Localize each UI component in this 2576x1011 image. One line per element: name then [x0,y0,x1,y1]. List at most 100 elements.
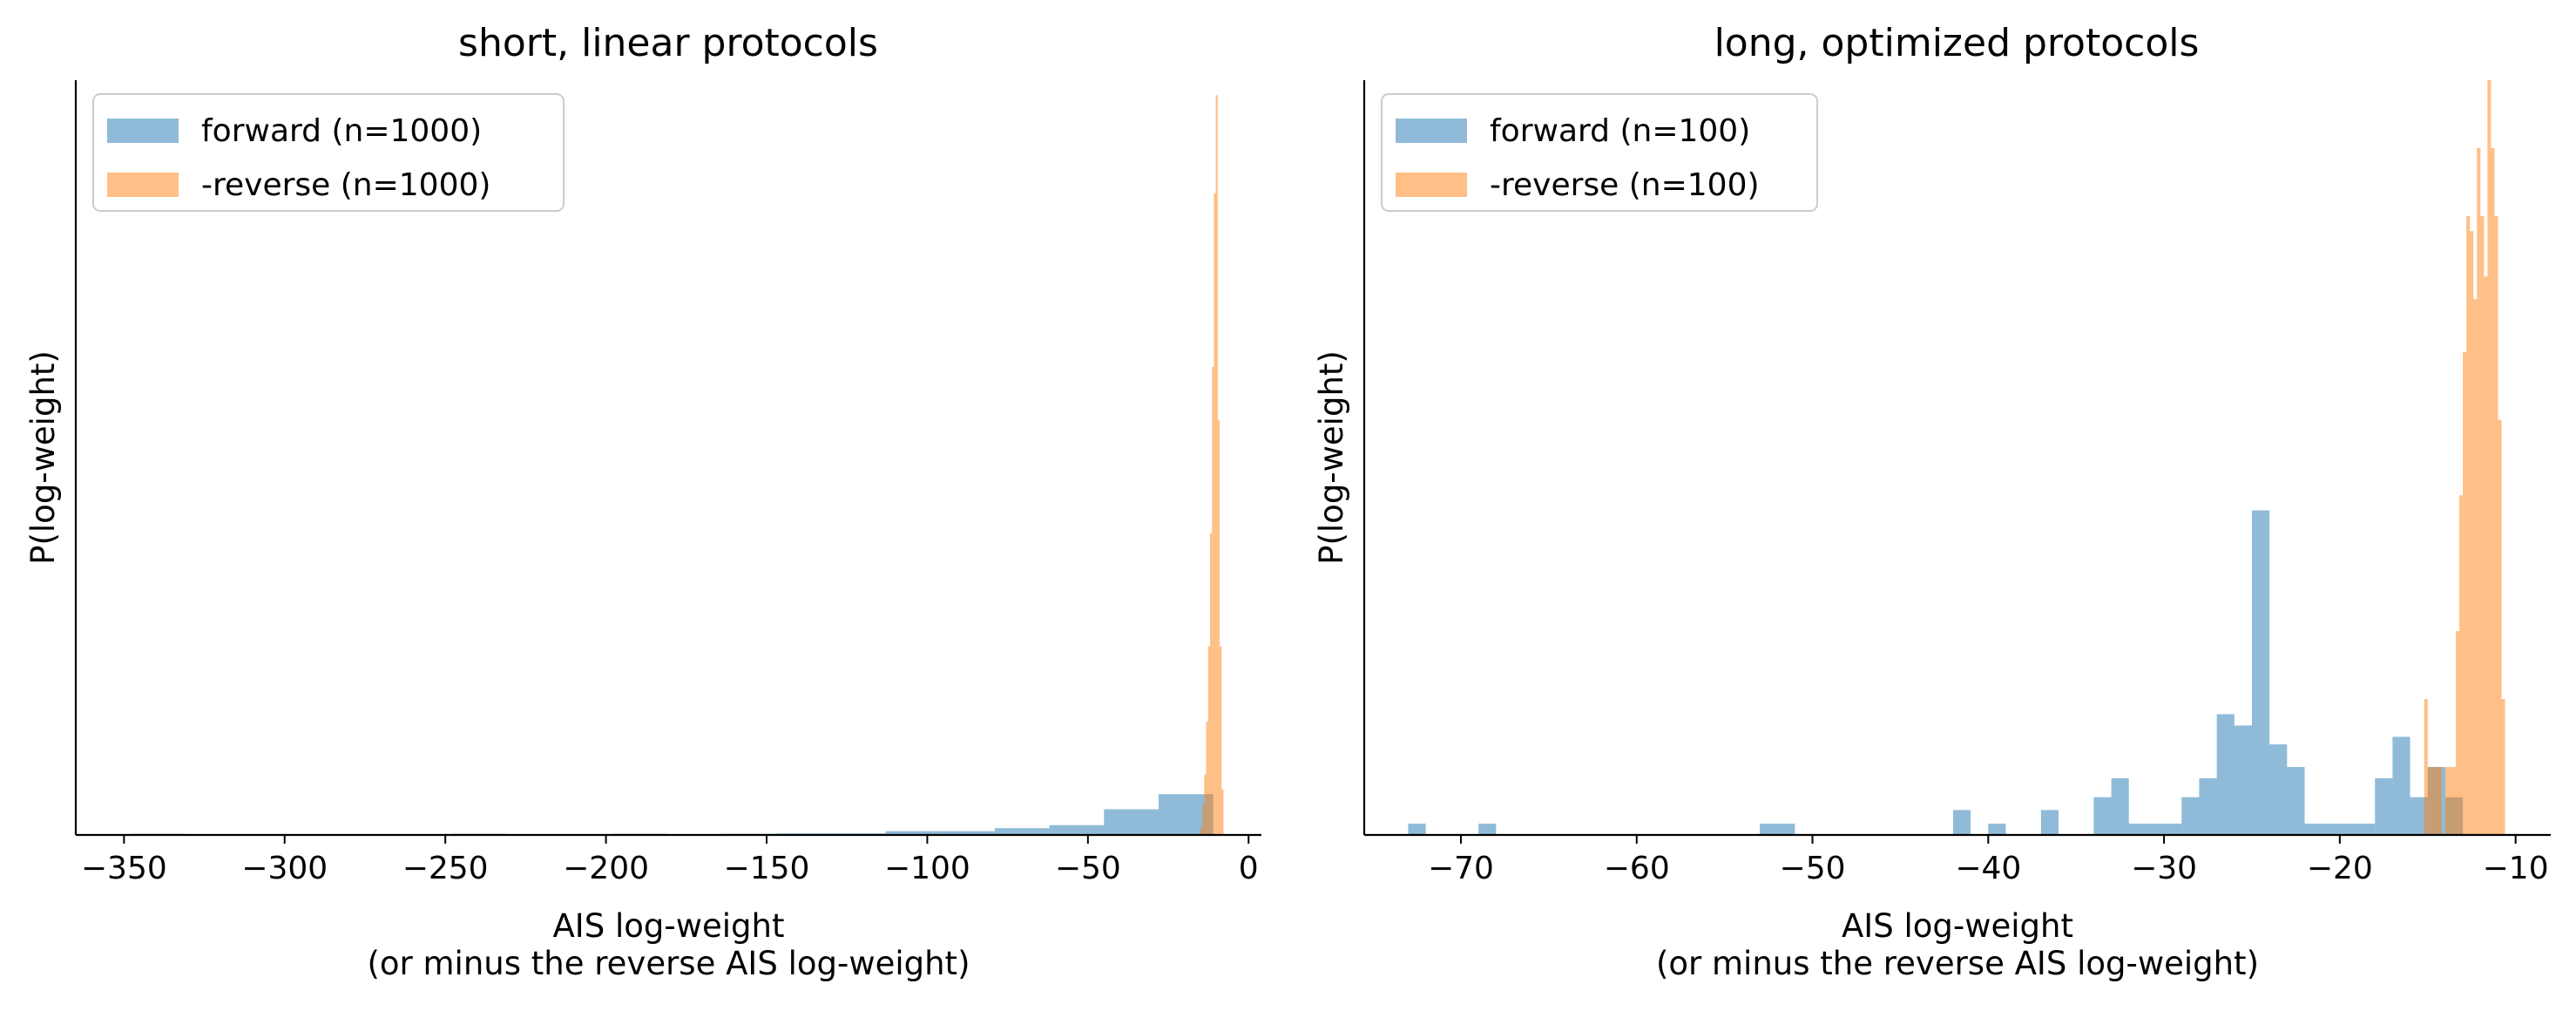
histogram-bar [2269,744,2288,835]
x-axis-label-line-1: AIS log-weight [1842,907,2073,945]
x-tick-label: 0 [1239,851,1259,886]
legend-entry: forward (n=100) [1490,113,1750,149]
x-axis-label-line-2: (or minus the reverse AIS log-weight) [367,945,970,982]
legend: forward (n=100) -reverse (n=100) [1381,93,1818,212]
x-axis-label-line-1: AIS log-weight [553,907,785,945]
legend-swatch [1396,173,1467,197]
histogram-bar [2424,699,2428,835]
legend-swatch [107,173,179,197]
legend-swatch [1396,119,1467,143]
histogram-bar [1202,804,1205,835]
histogram-bar [2164,824,2182,835]
histogram-bar [1214,193,1216,835]
histogram-bar [1104,809,1159,835]
histogram-bar [2498,419,2502,835]
histogram-bar [1200,827,1203,835]
x-tick-label: −70 [1428,851,1494,886]
panels: −350 −300 −250 −200 −150 −100 −50 0 short, linea… [24,21,2551,982]
chart-title: long, optimized protocols [1714,21,2200,65]
histogram-bar [2410,797,2428,835]
x-tick-label: −200 [563,851,649,886]
histogram-bar [2437,767,2442,835]
histogram-bar [1952,810,1971,835]
histogram-bar [2128,824,2147,835]
x-axis-label-line-2: (or minus the reverse AIS log-weight) [1656,945,2259,982]
histogram-bar [2477,147,2481,835]
histogram-bar [2375,778,2393,835]
x-tick-label: −60 [1604,851,1670,886]
histogram-bar [1221,790,1224,835]
histogram-bar [1217,419,1220,835]
histogram-bar [2473,299,2478,835]
histogram-bar [2357,824,2376,835]
chart-panel-1: −350 −300 −250 −200 −150 −100 −50 0 short, linea… [24,21,1261,982]
histogram-bar [1049,824,1105,835]
histogram-bar [2452,767,2457,835]
histogram-bar [2484,276,2488,835]
histogram-bar [2456,631,2460,835]
histogram-bar [2287,767,2305,835]
x-tick-label: −50 [1055,851,1121,886]
histogram-bar [2339,824,2358,835]
y-axis-label: P(log-weight) [24,350,62,565]
histogram-bar [1777,824,1795,835]
histogram-bar [1204,774,1207,835]
histogram-bar [2487,80,2491,835]
legend-entry: forward (n=1000) [201,113,482,149]
histogram-bar [1220,646,1222,835]
histogram-bar [2392,736,2410,835]
histogram-bar [2470,231,2474,835]
histogram-bar [2093,797,2112,835]
x-tick-label: −250 [402,851,489,886]
histogram-bar [2251,510,2270,835]
histogram-bar [2181,797,2200,835]
histogram-bar [1212,367,1214,836]
histogram-bar [1988,824,2006,835]
histogram-bar [2491,147,2495,835]
legend-swatch [107,119,179,143]
x-tick-label: −300 [241,851,328,886]
histogram-bar [2463,351,2467,835]
histogram-bar [2427,767,2431,835]
histogram-bar [2216,714,2235,835]
legend-frame [92,93,565,212]
histogram-bar [2494,215,2498,835]
histogram-bar [1206,722,1208,835]
histogram-bar [2434,767,2438,835]
histogram-bar [2448,767,2453,835]
x-tick-label: −100 [884,851,970,886]
histogram-bar [2444,767,2449,835]
histogram-bar [1408,824,1426,835]
series-reverse-bars [2424,80,2505,835]
histogram-bar [940,831,995,835]
legend-frame [1381,93,1818,212]
x-tick-label: −350 [81,851,167,886]
histogram-bar [2111,778,2129,835]
histogram-bar [2431,767,2435,835]
legend: forward (n=1000) -reverse (n=1000) [92,93,565,212]
histogram-bar [2466,215,2471,835]
histogram-bar [1209,533,1213,835]
histogram-bar [2480,215,2485,835]
chart-panel-2: −70 −60 −50 −40 −30 −20 −10 long, optimized pro… [1313,21,2551,982]
histogram-bar [1207,646,1210,835]
x-tick-label: −150 [724,851,810,886]
histogram-bar [1215,95,1218,835]
x-tick-label: −10 [2483,851,2549,886]
x-tick-label: −30 [2131,851,2197,886]
legend-entry: -reverse (n=100) [1490,167,1760,203]
histogram-bar [2199,778,2217,835]
histogram-bar [2234,725,2252,835]
histogram-bar [1760,824,1778,835]
x-tick-label: −20 [2307,851,2373,886]
histogram-bar [1478,824,1497,835]
legend-entry: -reverse (n=1000) [201,167,490,203]
histogram-bar [994,828,1050,835]
histogram-bar [2040,810,2059,835]
chart-title: short, linear protocols [458,21,878,65]
x-tick-label: −40 [1955,851,2021,886]
histogram-bar [885,831,941,835]
histogram-bar [2322,824,2340,835]
histogram-bar [2304,824,2322,835]
